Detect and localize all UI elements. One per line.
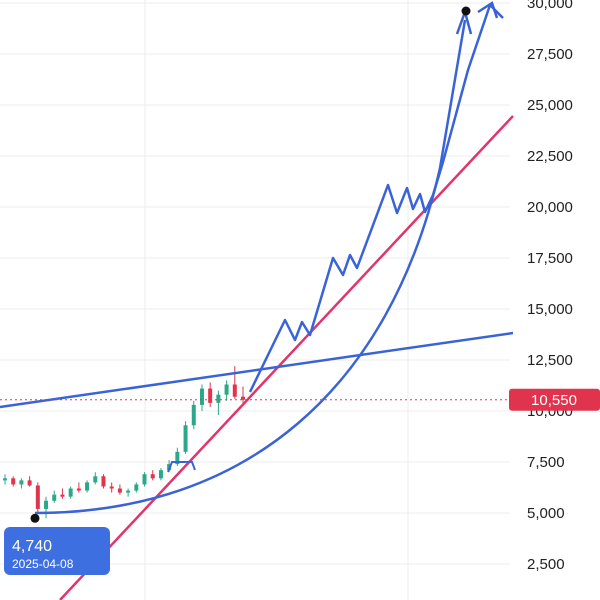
- candle-body-19: [158, 470, 163, 479]
- y-tick-label-5: 15,000: [527, 301, 573, 318]
- y-tick-label-11: 30,000: [527, 0, 573, 12]
- candle-body-3: [27, 480, 32, 486]
- low-price-label: 4,740: [12, 538, 52, 555]
- candle-body-6: [52, 494, 57, 501]
- projection-zigzag[interactable]: [248, 3, 504, 393]
- resistance-trendline[interactable]: [0, 331, 514, 409]
- candle-body-5: [44, 500, 49, 509]
- y-tick-label-2: 7,500: [527, 454, 565, 471]
- current-price-tag: 10,550: [509, 388, 600, 411]
- low-date-label: 2025-04-08: [12, 557, 74, 571]
- y-tick-label-4: 12,500: [527, 352, 573, 369]
- y-tick-label-0: 2,500: [527, 556, 565, 573]
- candle-body-1: [11, 478, 16, 485]
- candle-body-8: [68, 488, 73, 497]
- candle-body-28: [232, 384, 237, 397]
- candle-body-9: [76, 488, 81, 491]
- peak-point-marker[interactable]: [461, 6, 471, 16]
- y-tick-label-10: 27,500: [527, 46, 573, 63]
- candle-body-14: [117, 488, 122, 493]
- parabolic-curve[interactable]: [34, 19, 467, 515]
- consolidation-box: [167, 461, 196, 473]
- y-axis: 2,5005,0007,50010,00012,50015,00017,5002…: [527, 0, 573, 573]
- candle-body-13: [109, 486, 114, 489]
- candle-body-18: [150, 474, 155, 479]
- chart-grid: [0, 0, 510, 600]
- candle-body-22: [183, 425, 188, 452]
- candle-body-15: [126, 490, 131, 493]
- candle-body-4: [35, 485, 40, 509]
- y-tick-label-7: 20,000: [527, 199, 573, 216]
- candle-body-27: [224, 384, 229, 395]
- candle-body-25: [208, 388, 213, 403]
- y-tick-label-8: 22,500: [527, 148, 573, 165]
- candle-body-16: [134, 484, 139, 491]
- y-tick-label-9: 25,000: [527, 97, 573, 114]
- candle-body-23: [191, 404, 196, 426]
- candle-body-0: [3, 478, 7, 481]
- candle-body-29: [241, 396, 245, 400]
- candle-body-12: [101, 476, 106, 487]
- candle-body-21: [175, 451, 180, 465]
- drawing-layer: [0, 1, 514, 600]
- y-tick-label-6: 17,500: [527, 250, 573, 267]
- candle-body-17: [142, 474, 147, 485]
- candle-body-7: [60, 494, 65, 497]
- candle-body-24: [199, 388, 204, 405]
- rising-trendline[interactable]: [59, 115, 514, 600]
- candle-body-2: [19, 480, 24, 485]
- current-price-label: 10,550: [531, 392, 577, 409]
- projection-arrowhead: [477, 1, 499, 19]
- y-tick-label-1: 5,000: [527, 505, 565, 522]
- candle-body-26: [216, 394, 221, 403]
- candlestick-series: [3, 366, 245, 519]
- low-price-tooltip: 4,740 2025-04-08: [4, 527, 110, 575]
- candle-body-10: [85, 482, 90, 491]
- low-point-marker[interactable]: [30, 513, 40, 523]
- candle-body-11: [93, 476, 98, 483]
